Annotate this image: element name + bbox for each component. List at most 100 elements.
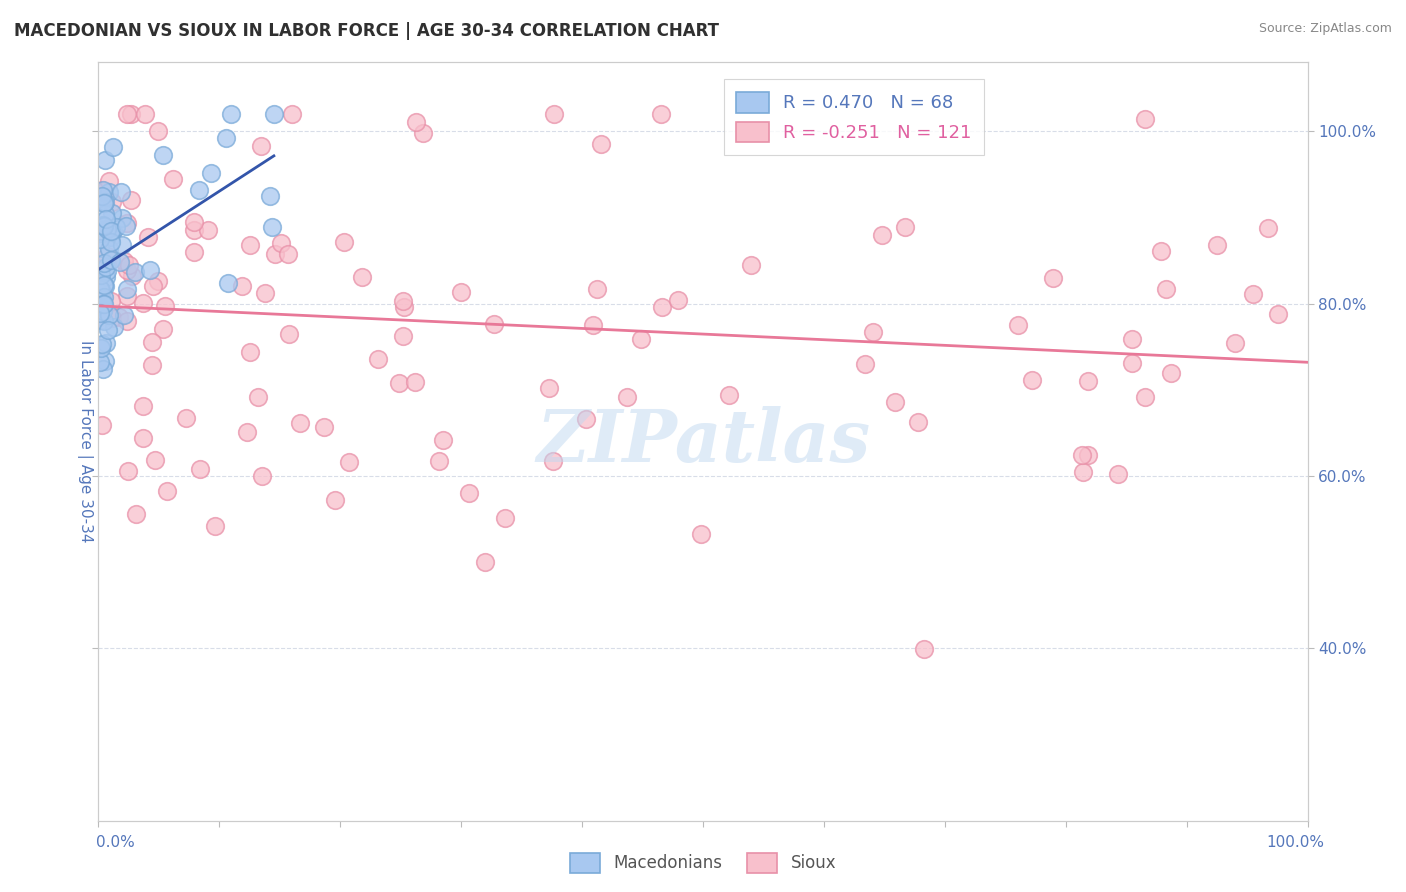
Point	[101, 140, 124, 154]
Point	[139, 263, 162, 277]
Point	[541, 454, 564, 468]
Point	[1007, 318, 1029, 332]
Point	[537, 381, 560, 395]
Point	[183, 244, 205, 259]
Point	[215, 130, 238, 145]
Point	[392, 300, 415, 314]
Point	[277, 247, 299, 261]
Point	[100, 311, 122, 326]
Point	[90, 189, 112, 203]
Point	[97, 323, 120, 337]
Y-axis label: In Labor Force | Age 30-34: In Labor Force | Age 30-34	[77, 340, 93, 543]
Point	[141, 358, 163, 372]
Point	[89, 226, 111, 240]
Point	[110, 186, 132, 200]
Point	[1077, 374, 1099, 388]
Legend: R = 0.470   N = 68, R = -0.251   N = 121: R = 0.470 N = 68, R = -0.251 N = 121	[724, 79, 984, 155]
Point	[1257, 221, 1279, 235]
Point	[136, 229, 159, 244]
Point	[153, 300, 176, 314]
Point	[543, 107, 565, 121]
Point	[152, 322, 174, 336]
Point	[152, 148, 174, 162]
Point	[90, 292, 112, 306]
Point	[616, 390, 638, 404]
Point	[89, 306, 111, 320]
Point	[219, 107, 242, 121]
Point	[174, 410, 197, 425]
Point	[93, 153, 115, 168]
Point	[143, 453, 166, 467]
Point	[93, 194, 115, 209]
Point	[101, 206, 124, 220]
Point	[148, 124, 170, 138]
Point	[314, 420, 336, 434]
Point	[108, 255, 131, 269]
Text: Source: ZipAtlas.com: Source: ZipAtlas.com	[1258, 22, 1392, 36]
Point	[1133, 112, 1156, 126]
Point	[217, 276, 239, 290]
Point	[93, 290, 115, 304]
Point	[131, 431, 153, 445]
Point	[494, 511, 516, 525]
Point	[429, 454, 451, 468]
Point	[101, 224, 124, 238]
Point	[263, 107, 285, 121]
Point	[277, 327, 299, 342]
Point	[367, 352, 389, 367]
Point	[1042, 271, 1064, 285]
Point	[262, 220, 284, 235]
Point	[91, 301, 114, 316]
Point	[90, 313, 112, 327]
Legend: Macedonians, Sioux: Macedonians, Sioux	[564, 847, 842, 880]
Point	[117, 314, 139, 328]
Point	[89, 355, 111, 369]
Point	[853, 357, 876, 371]
Point	[281, 107, 304, 121]
Point	[100, 294, 122, 309]
Point	[1107, 467, 1129, 482]
Point	[183, 215, 205, 229]
Point	[117, 288, 139, 302]
Point	[100, 235, 122, 250]
Point	[575, 411, 598, 425]
Point	[93, 314, 115, 328]
Point	[1267, 306, 1289, 320]
Point	[100, 224, 122, 238]
Point	[1071, 466, 1094, 480]
Point	[111, 211, 134, 226]
Point	[96, 249, 118, 263]
Point	[100, 230, 122, 244]
Point	[270, 235, 292, 250]
Point	[404, 376, 426, 390]
Point	[120, 107, 142, 121]
Point	[91, 183, 114, 197]
Point	[142, 278, 165, 293]
Text: 0.0%: 0.0%	[96, 836, 135, 850]
Point	[90, 341, 112, 355]
Point	[90, 283, 112, 297]
Point	[740, 258, 762, 272]
Point	[391, 294, 413, 309]
Text: 100.0%: 100.0%	[1267, 836, 1324, 850]
Point	[96, 222, 118, 236]
Point	[323, 492, 346, 507]
Point	[259, 189, 281, 203]
Point	[94, 260, 117, 275]
Point	[96, 264, 118, 278]
Point	[630, 332, 652, 346]
Point	[125, 507, 148, 521]
Point	[907, 415, 929, 429]
Point	[89, 242, 111, 256]
Point	[93, 196, 115, 211]
Point	[132, 399, 155, 413]
Point	[91, 304, 114, 318]
Point	[1071, 448, 1094, 462]
Point	[450, 285, 472, 300]
Point	[666, 293, 689, 307]
Point	[650, 107, 672, 121]
Point	[120, 194, 142, 208]
Point	[332, 235, 354, 250]
Point	[162, 172, 184, 186]
Point	[1150, 244, 1173, 259]
